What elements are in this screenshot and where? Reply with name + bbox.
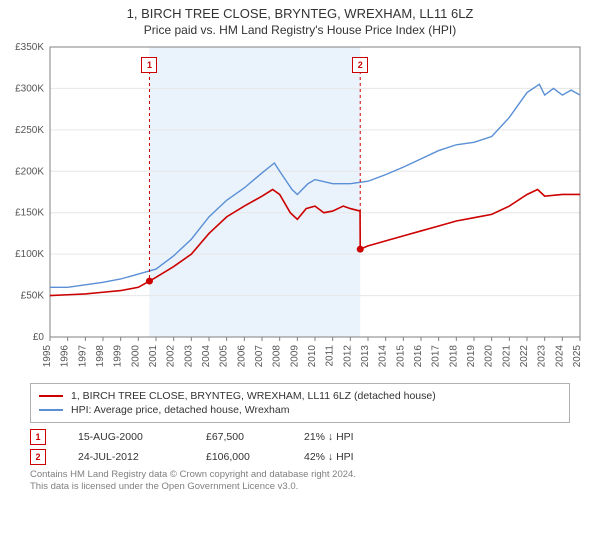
event-marker: 2 [30, 449, 46, 465]
event-date: 15-AUG-2000 [78, 431, 178, 443]
y-tick-label: £250K [15, 125, 44, 136]
x-tick-label: 2021 [501, 345, 512, 368]
x-tick-label: 2016 [413, 345, 424, 368]
legend-label: 1, BIRCH TREE CLOSE, BRYNTEG, WREXHAM, L… [71, 390, 436, 402]
x-tick-label: 2001 [148, 345, 159, 368]
y-tick-label: £50K [21, 291, 45, 302]
y-tick-label: £150K [15, 208, 44, 219]
event-price: £67,500 [206, 431, 276, 443]
y-tick-label: £200K [15, 166, 44, 177]
x-tick-label: 1995 [42, 345, 53, 368]
event-hpi: 42% ↓ HPI [304, 451, 384, 463]
legend-swatch [39, 395, 63, 397]
legend-label: HPI: Average price, detached house, Wrex… [71, 404, 290, 416]
event-rows: 1 15-AUG-2000 £67,500 21% ↓ HPI 2 24-JUL-2012… [30, 429, 570, 465]
footer-line1: Contains HM Land Registry data © Crown c… [30, 469, 570, 481]
event-marker: 1 [30, 429, 46, 445]
x-tick-label: 2000 [130, 345, 141, 368]
x-tick-label: 2007 [254, 345, 265, 368]
x-tick-label: 2002 [166, 345, 177, 368]
footer-licence: Contains HM Land Registry data © Crown c… [30, 469, 570, 494]
title-line2: Price paid vs. HM Land Registry's House … [0, 23, 600, 37]
x-tick-label: 2014 [378, 345, 389, 368]
event-marker-box: 2 [352, 57, 368, 73]
x-tick-label: 2003 [183, 345, 194, 368]
event-dot [146, 278, 153, 285]
x-tick-label: 2009 [289, 345, 300, 368]
x-tick-label: 2006 [236, 345, 247, 368]
y-tick-label: £0 [33, 332, 45, 343]
event-price: £106,000 [206, 451, 276, 463]
chart-area: £0 £50K £100K £150K £200K £250K £300K £350K 1995… [0, 37, 600, 377]
x-tick-label: 2017 [431, 345, 442, 368]
x-tick-label: 2008 [272, 345, 283, 368]
x-tick-label: 1998 [95, 345, 106, 368]
x-tick-label: 2004 [201, 345, 212, 368]
x-tick-label: 2005 [219, 345, 230, 368]
event-row: 2 24-JUL-2012 £106,000 42% ↓ HPI [30, 449, 570, 465]
x-tick-label: 2023 [537, 345, 548, 368]
x-tick-label: 2013 [360, 345, 371, 368]
x-tick-label: 1999 [113, 345, 124, 368]
x-tick-label: 2018 [448, 345, 459, 368]
legend-row: 1, BIRCH TREE CLOSE, BRYNTEG, WREXHAM, L… [39, 390, 561, 402]
x-tick-label: 2020 [484, 345, 495, 368]
title-line1: 1, BIRCH TREE CLOSE, BRYNTEG, WREXHAM, L… [0, 6, 600, 21]
x-tick-label: 1997 [77, 345, 88, 368]
shaded-band [149, 47, 360, 337]
event-dot [357, 246, 364, 253]
y-tick-label: £300K [15, 83, 44, 94]
y-tick-label: £100K [15, 249, 44, 260]
x-tick-label: 2019 [466, 345, 477, 368]
x-tick-label: 2024 [554, 345, 565, 368]
x-tick-label: 2010 [307, 345, 318, 368]
x-tick-label: 1996 [60, 345, 71, 368]
chart-titles: 1, BIRCH TREE CLOSE, BRYNTEG, WREXHAM, L… [0, 0, 600, 37]
footer-line2: This data is licensed under the Open Gov… [30, 481, 570, 493]
x-tick-label: 2012 [342, 345, 353, 368]
x-tick-label: 2015 [395, 345, 406, 368]
legend-box: 1, BIRCH TREE CLOSE, BRYNTEG, WREXHAM, L… [30, 383, 570, 423]
x-tick-label: 2025 [572, 345, 583, 368]
x-tick-label: 2022 [519, 345, 530, 368]
chart-svg: £0 £50K £100K £150K £200K £250K £300K £350K 1995… [0, 37, 600, 377]
legend-row: HPI: Average price, detached house, Wrex… [39, 404, 561, 416]
event-marker-box: 1 [141, 57, 157, 73]
legend-swatch [39, 409, 63, 411]
event-date: 24-JUL-2012 [78, 451, 178, 463]
event-row: 1 15-AUG-2000 £67,500 21% ↓ HPI [30, 429, 570, 445]
x-tick-label: 2011 [325, 345, 336, 367]
event-hpi: 21% ↓ HPI [304, 431, 384, 443]
y-tick-label: £350K [15, 42, 44, 53]
